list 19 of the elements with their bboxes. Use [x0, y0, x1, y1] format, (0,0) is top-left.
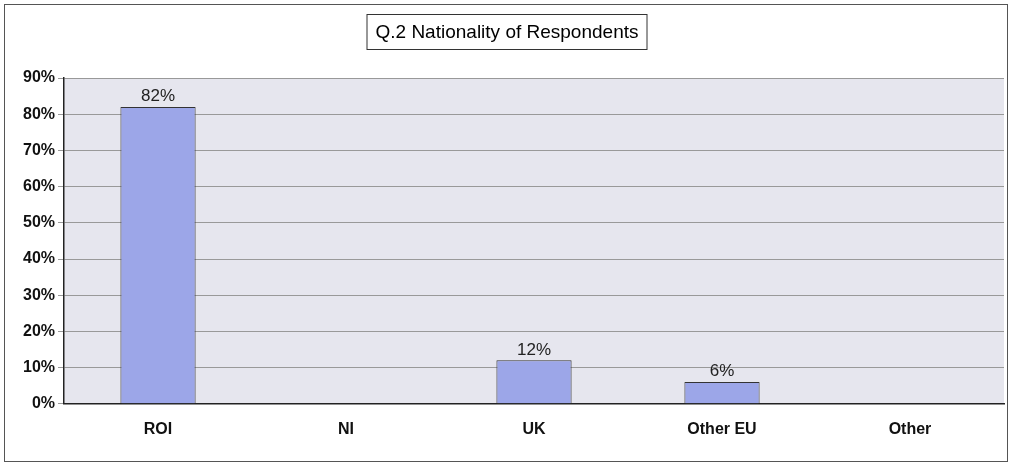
x-tick-label: NI [338, 419, 355, 437]
x-tick-label: UK [522, 419, 547, 437]
x-tick-label: Other EU [687, 419, 757, 437]
y-tick-label: 90% [22, 68, 56, 86]
y-tick-label: 70% [22, 140, 56, 158]
chart-title: Q.2 Nationality of Respondents [366, 14, 648, 50]
data-label: 82% [141, 86, 176, 106]
y-tick-label: 50% [22, 213, 56, 231]
y-tick-label: 80% [22, 104, 56, 122]
y-tick-label: 40% [22, 249, 56, 267]
x-tick-label: ROI [143, 419, 173, 437]
data-label: 6% [709, 361, 735, 381]
y-tick-label: 20% [22, 321, 56, 339]
y-tick-label: 0% [31, 394, 56, 412]
y-tick-label: 30% [22, 285, 56, 303]
y-tick-label: 10% [22, 358, 56, 376]
data-label: 12% [517, 339, 552, 359]
x-tick-label: Other [888, 419, 932, 437]
y-tick-label: 60% [22, 177, 56, 195]
